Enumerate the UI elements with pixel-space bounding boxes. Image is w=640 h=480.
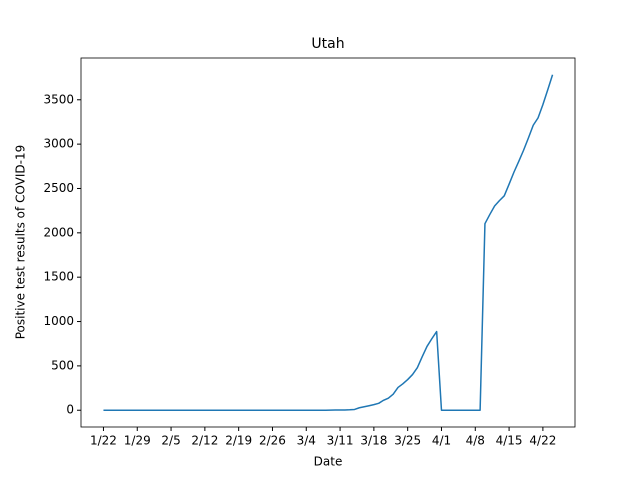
x-tick-label: 3/18 [360,434,387,448]
x-tick-label: 4/1 [432,434,451,448]
x-tick-label: 2/19 [225,434,252,448]
data-line [103,74,554,411]
x-tick-label: 2/26 [259,434,286,448]
y-tick-label: 0 [66,403,74,417]
x-tick-label: 3/25 [394,434,421,448]
plot-frame [80,57,576,428]
x-tick-label: 3/4 [297,434,316,448]
y-tick-label: 500 [51,358,74,372]
x-tick-label: 4/15 [496,434,523,448]
x-tick-label: 4/22 [529,434,556,448]
x-tick-label: 3/11 [327,434,354,448]
y-tick-label: 3000 [43,137,74,151]
chart-title: Utah [311,36,344,52]
y-tick-label: 1500 [43,270,74,284]
x-tick-label: 1/29 [124,434,151,448]
x-tick-label: 4/8 [466,434,485,448]
y-tick-label: 2000 [43,225,74,239]
y-tick-label: 1000 [43,314,74,328]
x-tick-label: 2/5 [161,434,180,448]
y-tick-label: 3500 [43,92,74,106]
y-axis-label: Positive test results of COVID-19 [14,145,28,340]
y-tick-label: 2500 [43,181,74,195]
x-axis-label: Date [314,455,343,469]
x-tick-label: 2/12 [191,434,218,448]
x-tick-label: 1/22 [90,434,117,448]
